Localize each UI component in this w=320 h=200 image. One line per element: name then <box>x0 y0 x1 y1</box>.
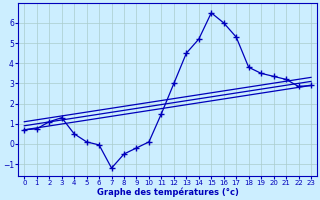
X-axis label: Graphe des températures (°c): Graphe des températures (°c) <box>97 188 239 197</box>
